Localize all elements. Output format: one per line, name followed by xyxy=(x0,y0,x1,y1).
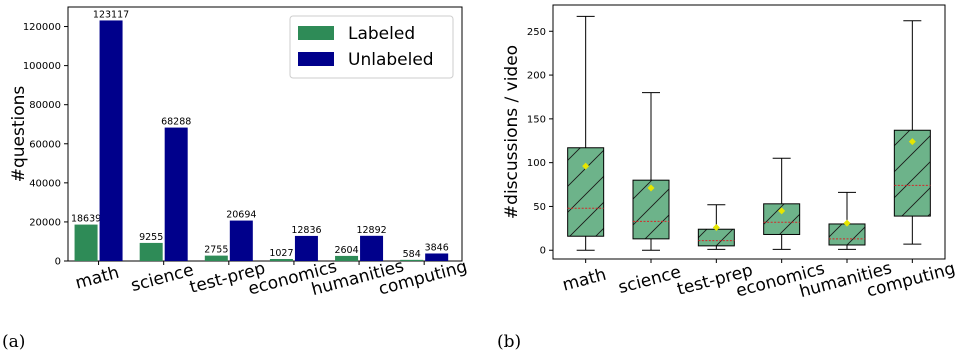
bar-unlabeled-computing xyxy=(425,253,449,261)
mean-marker-test-prep xyxy=(712,223,720,231)
y-tick-label: 50 xyxy=(533,202,546,213)
y-tick-label: 20000 xyxy=(29,217,61,228)
bar-labeled-computing xyxy=(400,259,424,261)
bar-unlabeled-test-prep xyxy=(229,220,253,261)
bar-labeled-humanities xyxy=(335,255,359,261)
y-tick-label: 0 xyxy=(540,246,546,257)
bar-labeled-math xyxy=(74,224,98,261)
legend-label-labeled: Labeled xyxy=(348,24,415,44)
bar-labeled-economics xyxy=(269,258,293,261)
plot-frame xyxy=(67,6,463,262)
bar-unlabeled-humanities xyxy=(360,235,384,261)
y-tick-label: 60000 xyxy=(29,139,61,150)
bar-value-label: 3846 xyxy=(425,242,449,253)
box-humanities xyxy=(828,223,866,246)
bar-value-label: 2755 xyxy=(204,245,228,256)
x-tick-label-math: math xyxy=(560,265,608,296)
bar-value-label: 68288 xyxy=(161,117,191,128)
bar-value-label: 12892 xyxy=(356,225,386,236)
bar-value-label: 9255 xyxy=(139,232,163,243)
bar-value-label: 1027 xyxy=(269,248,293,259)
bar-labeled-test-prep xyxy=(204,255,228,261)
bar-unlabeled-economics xyxy=(294,235,318,261)
panel-label-b: (b) xyxy=(497,332,522,352)
legend-label-unlabeled: Unlabeled xyxy=(348,50,434,70)
bar-value-label: 18639 xyxy=(71,214,101,225)
y-tick-label: 200 xyxy=(527,71,546,82)
y-tick-label: 120000 xyxy=(23,22,61,33)
bar-value-label: 12836 xyxy=(291,225,321,236)
plot-frame xyxy=(552,4,946,260)
chart-a: 0 20000 40000 60000 80000 100000 120000 #questi… xyxy=(9,6,469,300)
mean-marker-computing xyxy=(908,138,916,146)
bar-value-label: 20694 xyxy=(226,210,256,221)
legend-swatch-labeled xyxy=(298,26,334,40)
y-tick-label: 250 xyxy=(527,27,546,38)
y-tick-label: 100 xyxy=(527,158,546,169)
mean-marker-economics xyxy=(778,207,786,215)
legend-swatch-unlabeled xyxy=(298,52,334,66)
panel-label-a: (a) xyxy=(2,332,26,352)
y-axis-label: #discussions / video xyxy=(502,45,522,219)
y-tick-label: 40000 xyxy=(29,178,61,189)
x-tick-label-science: science xyxy=(129,260,196,296)
y-tick-label: 80000 xyxy=(29,100,61,111)
mean-marker-math xyxy=(582,162,590,170)
y-tick-label: 150 xyxy=(527,114,546,125)
bar-unlabeled-science xyxy=(164,127,188,262)
x-tick-label-science: science xyxy=(616,262,683,298)
bar-unlabeled-math xyxy=(99,20,123,262)
bar-value-label: 2604 xyxy=(334,245,358,256)
mean-marker-humanities xyxy=(843,219,851,227)
x-tick-label-math: math xyxy=(73,263,121,294)
y-tick-label: 100000 xyxy=(23,61,61,72)
box-math xyxy=(567,147,605,237)
mean-marker-science xyxy=(647,184,655,192)
bar-value-label: 584 xyxy=(403,249,421,260)
y-axis-label: #questions xyxy=(9,86,29,183)
y-tick-label: 0 xyxy=(55,257,61,268)
bar-value-label: 123117 xyxy=(93,9,129,20)
bar-labeled-science xyxy=(139,242,163,261)
box-test-prep xyxy=(697,228,735,247)
chart-b: 0 50 100 150 200 250 #discussions / video math s… xyxy=(502,4,957,302)
